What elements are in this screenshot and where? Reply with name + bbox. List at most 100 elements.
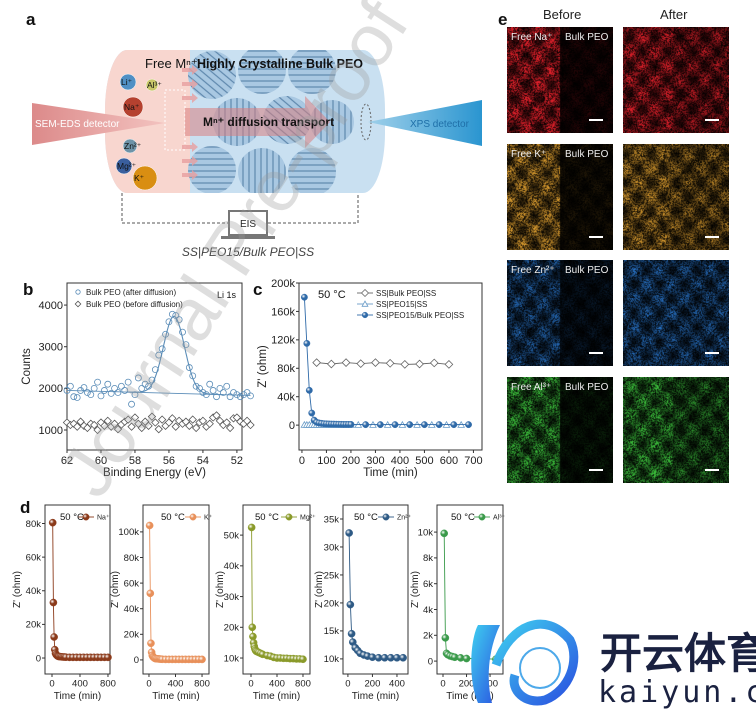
- x-tick-label: 400: [168, 679, 184, 690]
- data-point: [222, 418, 231, 427]
- data-point: [168, 414, 177, 423]
- ion-label: K⁺: [134, 173, 145, 183]
- y-axis-label: Z' (ohm): [257, 345, 269, 388]
- data-point: [73, 422, 82, 431]
- chart-d-na: 0 400 800 0 20k 40k 60k 80k Time (min) Z' (ohm) Na…: [12, 504, 116, 702]
- data-point: [247, 523, 256, 532]
- x-tick-label: 700: [464, 455, 482, 467]
- x-tick-label: 58: [129, 455, 141, 467]
- ion-label: Na⁺: [124, 102, 140, 112]
- transport-label: Mⁿ⁺ diffusion transport: [203, 115, 334, 129]
- data-point: [151, 366, 159, 374]
- x-axis-label: Time (min): [363, 467, 418, 479]
- data-point: [248, 623, 257, 632]
- data-point: [113, 425, 123, 434]
- x-tick-label: 400: [391, 455, 409, 467]
- y-tick-label: 15k: [324, 626, 340, 637]
- eds-map-after-row-2: [623, 260, 729, 366]
- chart-annotation: 50 °C: [161, 512, 185, 523]
- series-Bulk PEO (before diffusion): [62, 411, 255, 435]
- data-point: [110, 419, 119, 428]
- chart-d-mg: 0 400 800 10k 20k 30k 40k 50k Time (min) Z' (ohm)…: [215, 504, 316, 702]
- x-tick-label: 300: [366, 455, 384, 467]
- x-axis-label: Time (min): [152, 691, 199, 702]
- data-point: [300, 293, 308, 301]
- data-point: [114, 389, 122, 396]
- data-point: [185, 421, 194, 431]
- data-point: [100, 421, 109, 431]
- data-point: [157, 415, 167, 424]
- data-point: [158, 345, 166, 353]
- series-line: [316, 362, 449, 365]
- eds-map-after-row-0: [623, 27, 729, 133]
- series-Zn²⁺: [345, 529, 407, 662]
- chart-annotation: 50 °C: [451, 512, 475, 523]
- chart-d-zn: 0 200 400 10k 15k 20k 25k 30k 35k Time (min) Z' (o…: [314, 504, 412, 702]
- data-point: [299, 655, 307, 664]
- data-point: [145, 521, 154, 530]
- data-point: [199, 389, 207, 396]
- data-point: [121, 387, 129, 394]
- free-ions-title: Free Mⁿ⁺: [145, 56, 198, 71]
- data-point: [171, 422, 180, 431]
- eds-map-before-row-1: Free K⁺ Bulk PEO: [507, 144, 613, 250]
- y-tick-label: 30k: [224, 592, 240, 603]
- data-point: [462, 654, 471, 663]
- x-tick-label: 56: [163, 455, 175, 467]
- y-tick-label: 8k: [423, 553, 433, 564]
- y-tick-label: 50k: [224, 530, 240, 541]
- data-point: [189, 372, 197, 380]
- ion-sphere: [132, 165, 158, 191]
- legend-entry: Na⁺: [78, 513, 110, 521]
- y-tick-label: 80k: [277, 363, 295, 375]
- legend-label: SS|Bulk PEO|SS: [376, 289, 436, 298]
- free-ion-label: Free Al³⁺: [511, 382, 552, 393]
- y-tick-label: 20k: [224, 623, 240, 634]
- column-header-after: After: [660, 7, 688, 22]
- x-tick-label: 200: [365, 679, 381, 690]
- data-point: [225, 423, 235, 433]
- data-point: [83, 389, 91, 396]
- diffusion-small-arrows: [182, 65, 198, 180]
- data-point: [111, 384, 118, 392]
- data-point: [127, 422, 136, 431]
- data-point: [100, 387, 108, 394]
- data-point: [137, 423, 146, 433]
- data-point: [198, 416, 208, 426]
- ion-sphere: [115, 157, 133, 175]
- data-point: [196, 384, 203, 392]
- data-point: [192, 382, 200, 390]
- y-tick-label: 0: [289, 420, 295, 432]
- data-point: [361, 300, 369, 307]
- y-tick-label: 120k: [271, 335, 295, 347]
- data-point: [155, 351, 163, 359]
- ion-label: Al³⁺: [147, 80, 162, 90]
- y-tick-label: 6k: [423, 579, 433, 590]
- data-point: [70, 393, 78, 401]
- y-tick-label: 2k: [423, 631, 433, 642]
- eds-map-image: [623, 144, 729, 250]
- y-tick-label: 160k: [271, 306, 295, 318]
- data-point: [213, 393, 220, 401]
- y-axis-label: Z' (ohm): [410, 571, 421, 608]
- data-point: [450, 421, 458, 429]
- x-tick-label: 400: [269, 679, 285, 690]
- free-ion-label: Free Na⁺: [511, 32, 553, 43]
- data-point: [212, 411, 221, 420]
- data-point: [172, 312, 180, 319]
- data-point: [90, 420, 99, 430]
- data-point: [124, 378, 132, 386]
- y-axis-label: Z' (ohm): [12, 571, 23, 608]
- data-point: [165, 318, 173, 326]
- data-point: [117, 382, 125, 390]
- panel-label-a: a: [26, 10, 36, 29]
- y-axis-label: Z' (ohm): [314, 571, 325, 608]
- data-point: [285, 513, 293, 521]
- data-point: [435, 421, 443, 429]
- data-point: [123, 415, 133, 424]
- data-point: [73, 394, 81, 401]
- y-tick-label: 20k: [26, 620, 42, 631]
- crystalline-title: Highly Crystalline Bulk PEO: [197, 57, 363, 71]
